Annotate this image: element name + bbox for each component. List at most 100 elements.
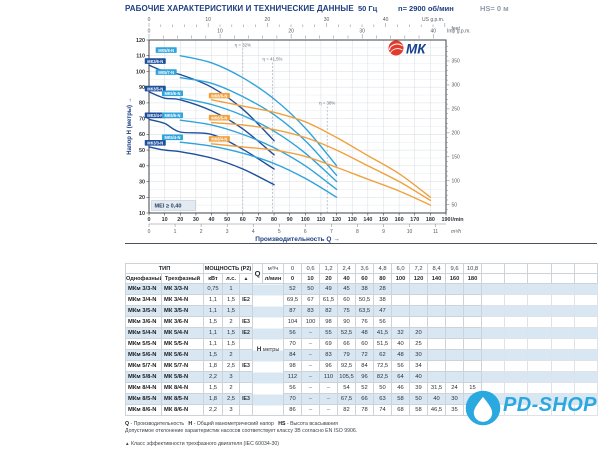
q-value-lmin: 100 — [391, 273, 411, 284]
q-value-lmin: 120 — [409, 273, 429, 284]
head-value: 47 — [373, 305, 393, 317]
svg-text:МК3/5-N: МК3/5-N — [147, 86, 163, 91]
head-value: 100 — [301, 316, 321, 328]
svg-text:7: 7 — [330, 229, 333, 235]
svg-text:40: 40 — [209, 217, 215, 223]
filler-cell — [481, 360, 506, 372]
svg-text:10: 10 — [205, 17, 211, 23]
head-value — [445, 294, 465, 306]
head-value: 51,5 — [373, 338, 393, 350]
head-value: 84 — [355, 360, 375, 372]
svg-text:Напор Н (метры) →: Напор Н (метры) → — [127, 97, 133, 154]
filler-cell — [573, 338, 598, 350]
footnote-efficiency: ▲ Класс эффективности трехфазного двигат… — [125, 441, 279, 448]
svg-text:10: 10 — [139, 211, 145, 217]
filler-cell — [527, 338, 552, 350]
q-value-m3h: 6,0 — [391, 263, 411, 274]
head-value: 52 — [355, 382, 375, 394]
filler-cell — [504, 316, 529, 328]
head-value — [427, 327, 447, 339]
pump-model-single: МКм 3/6-N — [125, 316, 162, 328]
svg-text:0: 0 — [148, 217, 151, 223]
svg-text:110: 110 — [317, 217, 326, 223]
power-kw: 0,75 — [203, 283, 223, 295]
header-three-phase: Трехфазный — [161, 273, 204, 284]
head-value: 64 — [391, 371, 411, 383]
pump-model-three: МК 5/8-N — [161, 371, 204, 383]
q-value-m3h: 3,6 — [355, 263, 375, 274]
q-value-m3h: 0,6 — [301, 263, 321, 274]
head-value — [391, 294, 411, 306]
head-value — [463, 327, 483, 339]
svg-text:20: 20 — [288, 29, 294, 35]
curve-label-МК3/6-N — [144, 58, 166, 64]
svg-text:350: 350 — [452, 59, 461, 65]
head-value: 87 — [283, 305, 303, 317]
axis-feet: 50 100 150 200 250 300 350 feet — [446, 26, 460, 210]
power-kw: 1,1 — [203, 294, 223, 306]
filler-cell — [527, 349, 552, 361]
filler-cell — [481, 316, 506, 328]
svg-text:40: 40 — [430, 29, 436, 35]
svg-text:6: 6 — [304, 229, 307, 235]
head-value: 75 — [337, 305, 357, 317]
svg-text:10: 10 — [407, 229, 413, 235]
footnote-term: HS — [278, 421, 286, 427]
svg-text:4: 4 — [252, 229, 255, 235]
curve-label-МК5/8-N — [155, 47, 177, 53]
pump-model-single: МКм 3/3-N — [125, 283, 162, 295]
head-value: 56 — [391, 360, 411, 372]
svg-text:30: 30 — [324, 17, 330, 23]
svg-text:2: 2 — [200, 229, 203, 235]
svg-text:l/min: l/min — [451, 217, 464, 223]
filler-cell — [550, 327, 575, 339]
head-value — [427, 371, 447, 383]
mk-logo: МК — [388, 40, 427, 57]
head-value — [409, 305, 429, 317]
curve-label-МК8/5-N — [208, 114, 230, 121]
power-hp: 2 — [222, 316, 240, 328]
head-value — [391, 305, 411, 317]
power-hp: 1,5 — [222, 327, 240, 339]
filler-cell — [573, 360, 598, 372]
svg-text:20: 20 — [265, 17, 271, 23]
filler-cell — [527, 371, 552, 383]
curve-label-МК5/5-N — [161, 112, 183, 119]
pump-model-three: МК 5/7-N — [161, 360, 204, 372]
head-value: 25 — [409, 338, 429, 350]
pump-curves — [148, 55, 432, 206]
head-value: 40 — [409, 371, 429, 383]
head-value: 49 — [319, 283, 339, 295]
curve-МК5/6-N — [179, 97, 338, 183]
footnote-tolerance: Допустимое отклонение характеристик насо… — [125, 428, 358, 435]
footnote-term: Н — [188, 421, 193, 427]
filler-cell — [550, 349, 575, 361]
header-unit-m3h: м³/ч — [262, 263, 285, 274]
pump-model-single: МКм 5/7-N — [125, 360, 162, 372]
filler-cell — [573, 273, 598, 284]
svg-text:170: 170 — [410, 217, 419, 223]
head-value: 104 — [283, 316, 303, 328]
svg-text:feet: feet — [452, 26, 461, 32]
head-value — [409, 316, 429, 328]
q-value-m3h: 4,8 — [373, 263, 393, 274]
head-value: 28 — [373, 283, 393, 295]
header-q: Q — [252, 263, 264, 284]
svg-text:190: 190 — [442, 217, 451, 223]
motor-efficiency-class — [238, 349, 254, 361]
svg-text:50: 50 — [452, 203, 458, 209]
q-value-m3h: 7,2 — [409, 263, 429, 274]
filler-cell — [527, 305, 552, 317]
mei-badge: MEI ≥ 0,40 — [151, 200, 196, 211]
filler-cell — [481, 273, 506, 284]
filler-cell — [481, 327, 506, 339]
filler-cell — [504, 273, 529, 284]
head-value: 82 — [337, 404, 357, 416]
head-value: 50 — [301, 283, 321, 295]
header-hp: л.с. — [222, 273, 240, 284]
footnote-desc: - Общий манометрический напор — [193, 421, 274, 427]
table-row: МКм 3/5-N МК 3/5-N 1,1 1,5 87 83 82 75 63,5 47 — [125, 305, 598, 317]
head-value: 79 — [337, 349, 357, 361]
pump-model-single: МКм 5/8-N — [125, 371, 162, 383]
head-value: 30 — [409, 349, 429, 361]
